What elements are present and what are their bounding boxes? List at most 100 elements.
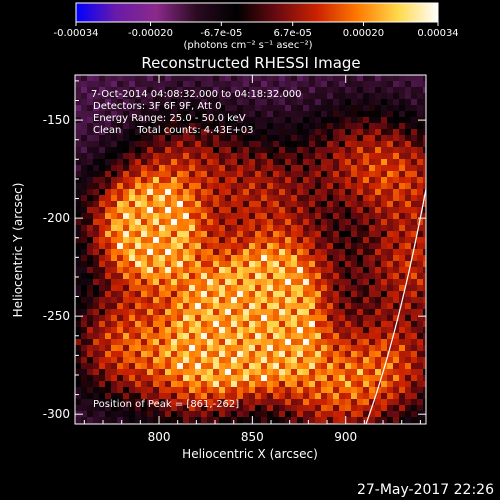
heatmap-cell [195,147,201,153]
heatmap-cell [303,87,309,93]
heatmap-cell [123,339,129,345]
heatmap-cell [111,315,117,321]
heatmap-cell [327,189,333,195]
heatmap-cell [327,333,333,339]
heatmap-cell [261,297,267,303]
heatmap-cell [135,189,141,195]
heatmap-cell [345,93,351,99]
heatmap-cell [363,129,369,135]
heatmap-cell [117,189,123,195]
heatmap-cell [339,177,345,183]
heatmap-cell [423,381,426,387]
heatmap-cell [363,339,369,345]
heatmap-cell [237,285,243,291]
heatmap-cell [405,405,411,411]
heatmap-cell [177,183,183,189]
heatmap-cell [249,399,255,405]
heatmap-cell [369,291,375,297]
heatmap-cell [165,219,171,225]
heatmap-cell [183,357,189,363]
heatmap-cell [327,279,333,285]
heatmap-cell [363,285,369,291]
heatmap-cell [417,309,423,315]
heatmap-cell [99,105,105,111]
heatmap-cell [213,195,219,201]
heatmap-cell [135,387,141,393]
annotation-time: 7-Oct-2014 04:08:32.000 to 04:18:32.000 [91,89,302,100]
heatmap-cell [75,303,81,309]
heatmap-cell [207,123,213,129]
heatmap-cell [159,195,165,201]
heatmap-cell [87,285,93,291]
heatmap-cell [117,351,123,357]
heatmap-cell [339,417,345,423]
heatmap-cell [93,195,99,201]
heatmap-cell [249,363,255,369]
heatmap-cell [369,255,375,261]
heatmap-cell [303,117,309,123]
heatmap-cell [357,147,363,153]
heatmap-cell [381,183,387,189]
heatmap-cell [99,375,105,381]
heatmap-cell [375,165,381,171]
heatmap-cell [363,315,369,321]
heatmap-cell [243,387,249,393]
heatmap-cell [303,231,309,237]
heatmap-cell [165,87,171,93]
heatmap-cell [423,177,426,183]
heatmap-cell [147,279,153,285]
heatmap-cell [177,141,183,147]
heatmap-cell [351,147,357,153]
heatmap-cell [267,405,273,411]
heatmap-cell [75,327,81,333]
heatmap-cell [393,309,399,315]
heatmap-cell [375,297,381,303]
heatmap-cell [345,291,351,297]
heatmap-cell [351,225,357,231]
heatmap-cell [357,189,363,195]
heatmap-cell [75,213,81,219]
heatmap-cell [261,225,267,231]
heatmap-cell [117,381,123,387]
heatmap-cell [291,279,297,285]
heatmap-cell [165,75,171,81]
heatmap-cell [375,381,381,387]
heatmap-cell [147,381,153,387]
heatmap-cell [159,291,165,297]
heatmap-cell [165,99,171,105]
heatmap-cell [375,105,381,111]
heatmap-cell [351,417,357,423]
heatmap-cell [291,351,297,357]
heatmap-cell [93,231,99,237]
heatmap-cell [249,273,255,279]
heatmap-cell [207,387,213,393]
heatmap-cell [393,219,399,225]
heatmap-cell [153,255,159,261]
heatmap-cell [405,123,411,129]
heatmap-cell [171,255,177,261]
heatmap-cell [93,411,99,417]
heatmap-cell [189,273,195,279]
heatmap-cell [75,171,81,177]
heatmap-cell [129,225,135,231]
heatmap-cell [387,321,393,327]
heatmap-cell [273,231,279,237]
heatmap-cell [81,147,87,153]
heatmap-cell [333,123,339,129]
heatmap-cell [147,135,153,141]
heatmap-cell [255,75,261,81]
heatmap-cell [111,135,117,141]
heatmap-cell [93,249,99,255]
heatmap-cell [153,411,159,417]
heatmap-cell [87,303,93,309]
heatmap-cell [195,225,201,231]
heatmap-cell [393,393,399,399]
heatmap-cell [99,171,105,177]
heatmap-cell [423,237,426,243]
heatmap-cell [213,339,219,345]
heatmap-cell [105,249,111,255]
heatmap-cell [399,219,405,225]
heatmap-cell [291,399,297,405]
heatmap-cell [345,369,351,375]
heatmap-cell [291,369,297,375]
